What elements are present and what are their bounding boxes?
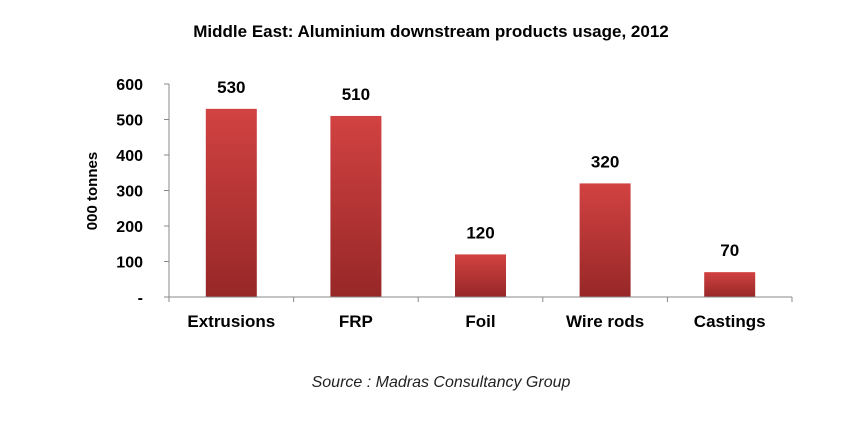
data-label: 510 — [342, 85, 370, 104]
chart-title: Middle East: Aluminium downstream produc… — [193, 22, 668, 41]
x-tick-label: Foil — [465, 312, 495, 331]
y-tick-label: 100 — [116, 255, 143, 272]
x-tick-label: FRP — [339, 312, 373, 331]
y-tick-label: 500 — [116, 113, 143, 130]
data-label: 120 — [466, 223, 494, 242]
data-label: 70 — [720, 241, 739, 260]
bar-extrusions — [205, 108, 257, 297]
bar-foil — [455, 254, 506, 297]
x-tick-label: Wire rods — [566, 312, 644, 331]
bar-castings — [704, 272, 756, 297]
y-tick-label: 300 — [116, 184, 143, 201]
data-label: 530 — [217, 78, 245, 97]
source-note: Source : Madras Consultancy Group — [312, 374, 571, 391]
x-tick-label: Castings — [694, 312, 766, 331]
y-axis-label: 000 tonnes — [84, 152, 101, 230]
y-tick-label: - — [138, 290, 143, 307]
bar-wire-rods — [579, 183, 631, 297]
x-tick-label: Extrusions — [187, 312, 275, 331]
y-tick-label: 600 — [116, 77, 143, 94]
data-label: 320 — [591, 152, 619, 171]
bar-frp — [330, 115, 382, 297]
y-tick-label: 400 — [116, 148, 143, 165]
y-tick-label: 200 — [116, 219, 143, 236]
